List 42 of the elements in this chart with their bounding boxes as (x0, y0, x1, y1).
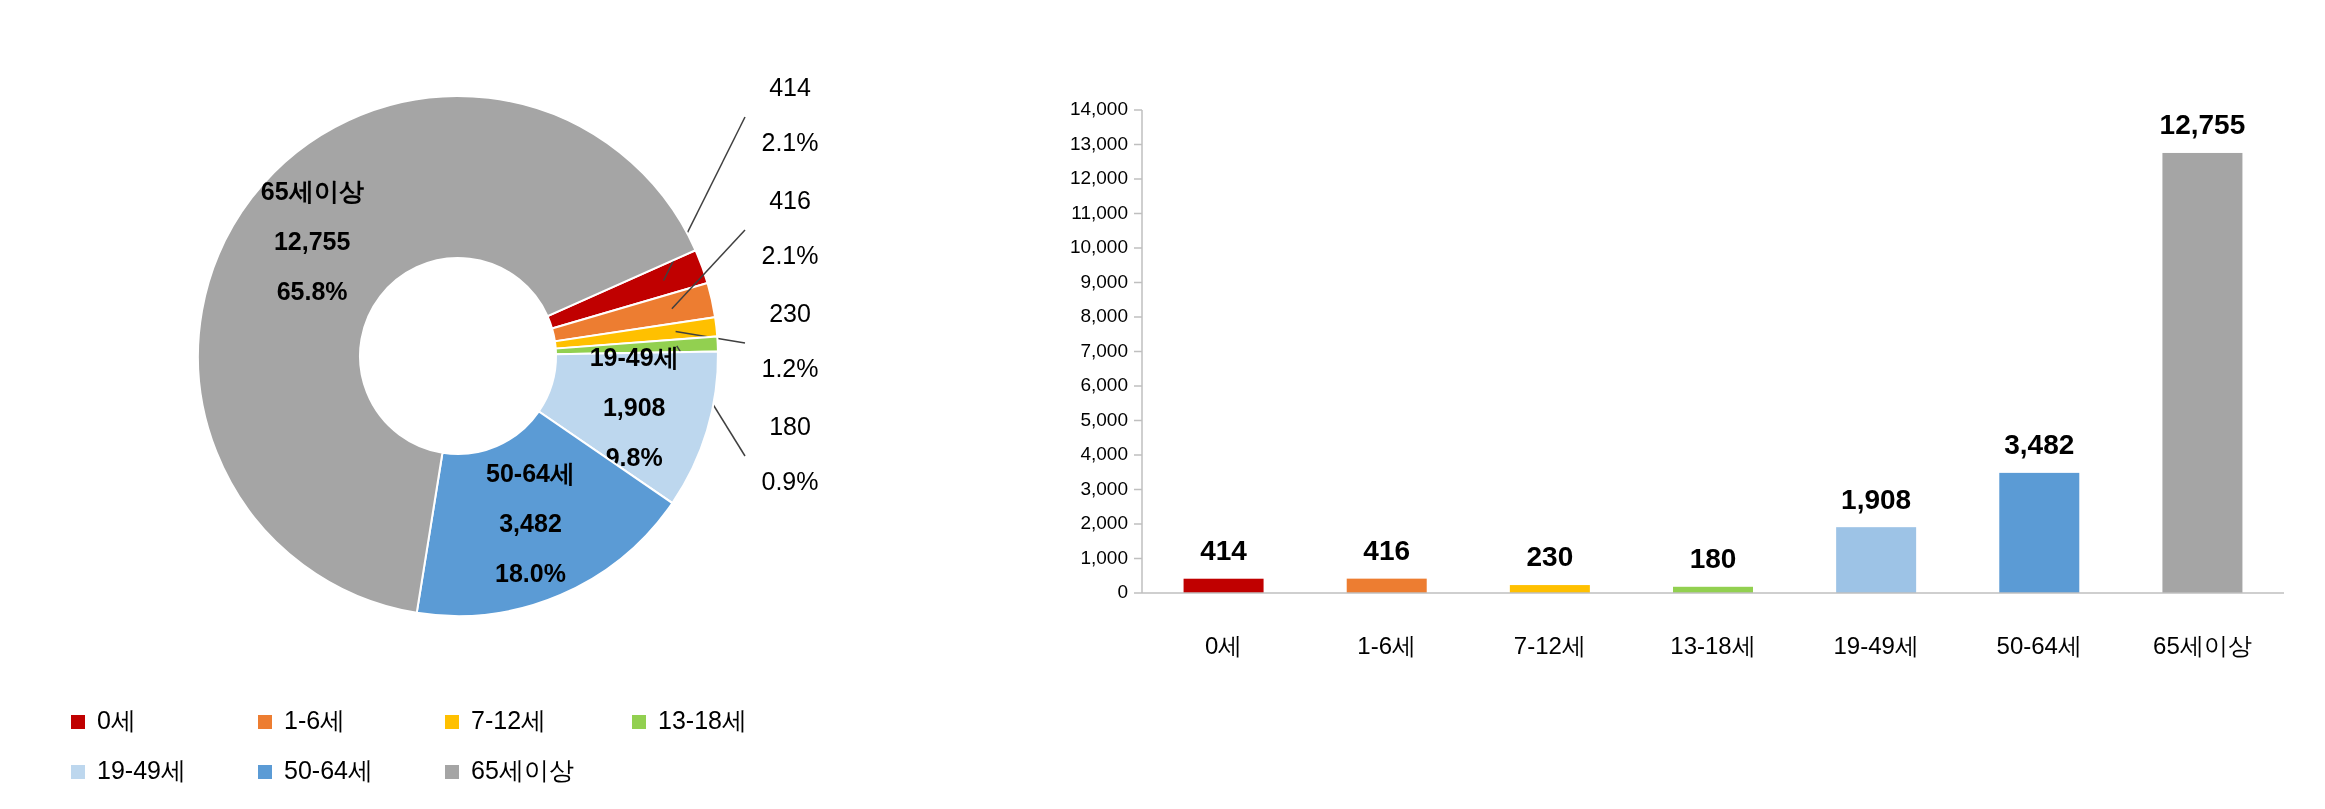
y-tick-label: 8,000 (1080, 305, 1128, 327)
data-label: 230 1.2% (761, 298, 819, 382)
y-tick-label: 10,000 (1069, 236, 1128, 258)
legend-label: 65세이상 (471, 755, 574, 784)
data-label: 416 (1363, 535, 1411, 567)
y-tick-label: 5,000 (1080, 408, 1128, 430)
y-tick-label: 12,000 (1069, 167, 1128, 189)
data-label: 180 0.9% (761, 411, 819, 495)
legend-label: 7-12세 (471, 705, 547, 734)
data-label: 416 2.1% (761, 185, 819, 269)
x-tick-label: 50-64세 (1996, 632, 2082, 660)
legend-label: 19-49세 (97, 755, 186, 784)
x-tick-label: 0세 (1204, 632, 1243, 660)
data-label: 230 (1526, 541, 1574, 573)
y-tick-label: 14,000 (1069, 98, 1128, 120)
data-label: 65세이상 12,755 65.8% (260, 177, 364, 306)
x-tick-label: 13-18세 (1670, 632, 1756, 660)
y-tick-label: 11,000 (1071, 201, 1128, 223)
data-label: 1,908 (1841, 483, 1912, 515)
x-tick-label: 1-6세 (1357, 632, 1417, 660)
legend-label: 13-18세 (658, 705, 747, 734)
y-tick-label: 7,000 (1080, 339, 1128, 361)
y-tick-label: 4,000 (1080, 443, 1128, 465)
legend-label: 1-6세 (284, 705, 346, 734)
data-label: 414 2.1% (761, 72, 819, 156)
data-label: 414 (1200, 535, 1248, 567)
y-tick-label: 3,000 (1080, 477, 1128, 499)
y-tick-label: 6,000 (1080, 374, 1128, 396)
data-label: 12,755 (2159, 109, 2246, 141)
x-tick-label: 65세이상 (2153, 632, 2252, 660)
y-tick-label: 2,000 (1080, 512, 1128, 534)
data-label: 50-64세 3,482 18.0% (486, 458, 575, 587)
y-tick-label: 1,000 (1080, 546, 1128, 568)
x-tick-label: 19-49세 (1833, 632, 1919, 660)
data-label: 3,482 (2004, 429, 2075, 461)
x-tick-label: 7-12세 (1513, 632, 1586, 660)
y-tick-label: 13,000 (1069, 132, 1128, 154)
y-tick-label: 0 (1117, 581, 1128, 603)
legend-label: 0세 (97, 705, 136, 734)
y-tick-label: 9,000 (1080, 270, 1128, 292)
data-label: 180 (1689, 543, 1737, 575)
legend-label: 50-64세 (284, 755, 373, 784)
